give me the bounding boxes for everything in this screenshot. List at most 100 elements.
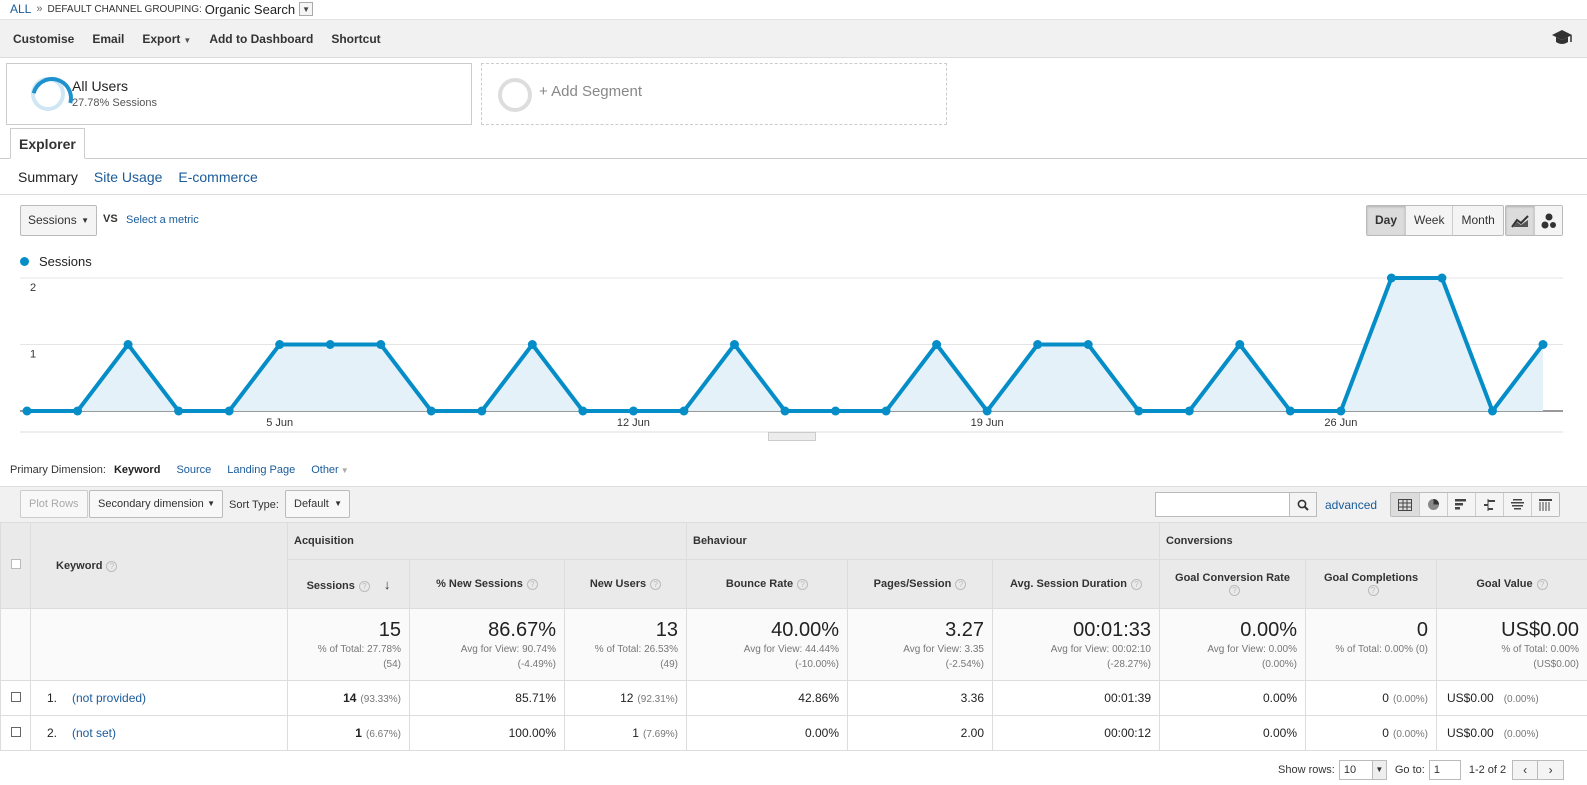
prev-page-button[interactable]: ‹: [1512, 760, 1539, 780]
row-select-cell: [0, 680, 31, 716]
sessions-header[interactable]: Sessions? ↓: [287, 559, 410, 609]
x-tick-label: 26 Jun: [1324, 417, 1357, 429]
goal-value-header[interactable]: Goal Value?: [1436, 559, 1587, 609]
period-month-button[interactable]: Month: [1452, 206, 1503, 235]
primary-dimension-bar: Primary Dimension: Keyword Source Landin…: [10, 464, 349, 476]
channel-grouping-value: Organic Search: [204, 1, 296, 17]
dimension-keyword[interactable]: Keyword: [113, 464, 161, 476]
secondary-dimension-select[interactable]: Secondary dimension ▼: [89, 490, 223, 518]
period-week-button[interactable]: Week: [1405, 206, 1453, 235]
view-comparison-button[interactable]: [1475, 493, 1503, 516]
data-point: [1134, 406, 1144, 416]
next-page-button[interactable]: ›: [1538, 760, 1565, 780]
table-row: 1. (not provided) 14 (93.33%) 85.71% 12 (92…: [0, 680, 1587, 716]
sort-type-value: Default: [294, 498, 329, 510]
avg-duration-header[interactable]: Avg. Session Duration?: [992, 559, 1160, 609]
help-icon[interactable]: ?: [106, 560, 118, 572]
new-users-header[interactable]: New Users?: [564, 559, 687, 609]
help-icon[interactable]: ?: [650, 579, 662, 590]
segment-all-users[interactable]: All Users 27.78% Sessions: [6, 63, 472, 125]
row-checkbox[interactable]: [10, 727, 21, 737]
dimension-landing-page[interactable]: Landing Page: [227, 464, 296, 476]
breadcrumb-all-link[interactable]: ALL: [10, 2, 32, 16]
add-to-dashboard-button[interactable]: Add to Dashboard: [209, 31, 314, 46]
select-metric-link[interactable]: Select a metric: [126, 214, 199, 226]
search-button[interactable]: [1289, 493, 1316, 516]
shortcut-button[interactable]: Shortcut: [331, 31, 381, 46]
data-point: [831, 406, 841, 416]
sort-desc-icon: ↓: [383, 576, 391, 592]
segment-ring-icon: [498, 78, 532, 112]
cell-percent: (93.33%): [360, 694, 401, 705]
data-point: [1336, 406, 1346, 416]
motion-chart-button[interactable]: [1534, 206, 1562, 235]
show-rows-label: Show rows:: [1278, 764, 1335, 776]
channel-grouping-dropdown[interactable]: ▼: [299, 2, 314, 16]
keyword-header[interactable]: Keyword?: [30, 522, 288, 609]
dimension-other[interactable]: Other ▼: [311, 464, 348, 476]
select-all-checkbox[interactable]: [10, 559, 21, 569]
help-icon[interactable]: ?: [1536, 579, 1548, 590]
subtab-ecommerce[interactable]: E-commerce: [178, 169, 258, 185]
table-search-input[interactable]: [1155, 492, 1317, 517]
period-day-button[interactable]: Day: [1367, 206, 1406, 235]
data-point: [1184, 406, 1194, 416]
plot-rows-button[interactable]: Plot Rows: [20, 490, 88, 518]
keyword-link[interactable]: (not set): [72, 726, 117, 740]
help-icon[interactable]: ?: [1367, 585, 1379, 596]
subtab-site-usage[interactable]: Site Usage: [93, 169, 163, 185]
chart-collapse-handle[interactable]: [768, 432, 816, 441]
sessions-chart: 1 2 5 Jun 12 Jun 19 Jun 26 Jun: [20, 273, 1563, 433]
dimension-source[interactable]: Source: [176, 464, 212, 476]
view-bar-button[interactable]: [1447, 493, 1475, 516]
pages-session-header[interactable]: Pages/Session?: [847, 559, 993, 609]
secondary-dimension-label: Secondary dimension: [98, 498, 204, 510]
report-tabbar: Explorer: [0, 128, 1587, 159]
bounce-rate-header[interactable]: Bounce Rate?: [686, 559, 848, 609]
row-select-cell: [0, 715, 31, 751]
chart-type-toggle: [1505, 205, 1563, 236]
new-sessions-header[interactable]: % New Sessions?: [409, 559, 565, 609]
row-checkbox[interactable]: [10, 692, 21, 702]
totals-row: 15 % of Total: 27.78% (54) 86.67% Avg for V…: [0, 608, 1587, 681]
help-icon[interactable]: ?: [955, 579, 967, 590]
goto-input[interactable]: 1: [1428, 760, 1461, 780]
keyword-link[interactable]: (not provided): [72, 691, 147, 705]
view-table-button[interactable]: [1391, 493, 1419, 516]
subtab-summary[interactable]: Summary: [18, 169, 78, 185]
view-pivot-button[interactable]: [1531, 493, 1559, 516]
help-icon[interactable]: ?: [358, 580, 370, 592]
data-point: [275, 340, 285, 349]
customise-button[interactable]: Customise: [13, 31, 75, 46]
y-tick-label: 2: [30, 282, 36, 294]
goal-conv-rate-header[interactable]: Goal Conversion Rate?: [1159, 559, 1306, 609]
email-button[interactable]: Email: [92, 31, 125, 46]
help-icon[interactable]: ?: [1229, 585, 1240, 596]
metric-select[interactable]: Sessions ▼: [20, 205, 97, 236]
help-icon[interactable]: ?: [797, 579, 809, 590]
avg-duration-cell: 00:00:12: [992, 715, 1160, 751]
graduation-cap-icon[interactable]: [1551, 29, 1573, 47]
help-icon[interactable]: ?: [526, 579, 538, 590]
bounce-rate-cell: 0.00%: [686, 715, 848, 751]
total-bounce-rate: 40.00% Avg for View: 44.44% (-10.00%): [686, 608, 848, 681]
data-point: [1083, 340, 1093, 349]
total-value: 00:01:33: [1073, 619, 1151, 641]
tab-explorer[interactable]: Explorer: [10, 128, 85, 159]
show-rows-select[interactable]: 10 ▼: [1338, 760, 1387, 780]
chevron-down-icon: ▼: [183, 35, 192, 45]
cell-percent: (0.00%): [1503, 729, 1539, 740]
view-term-cloud-button[interactable]: [1503, 493, 1531, 516]
advanced-filter-link[interactable]: advanced: [1325, 498, 1378, 512]
goal-completions-header[interactable]: Goal Completions?: [1305, 559, 1437, 609]
add-segment-button[interactable]: + Add Segment: [481, 63, 947, 125]
export-button[interactable]: Export ▼: [142, 32, 191, 46]
total-caption: Avg for View: 0.00%: [1207, 644, 1297, 655]
line-chart-button[interactable]: [1506, 206, 1534, 235]
data-point: [1285, 406, 1295, 416]
sort-type-select[interactable]: Default ▼: [285, 490, 350, 518]
help-icon[interactable]: ?: [1130, 579, 1142, 590]
view-pie-button[interactable]: [1419, 493, 1447, 516]
total-caption: % of Total: 27.78%: [317, 644, 401, 655]
total-caption: (49): [660, 659, 678, 670]
